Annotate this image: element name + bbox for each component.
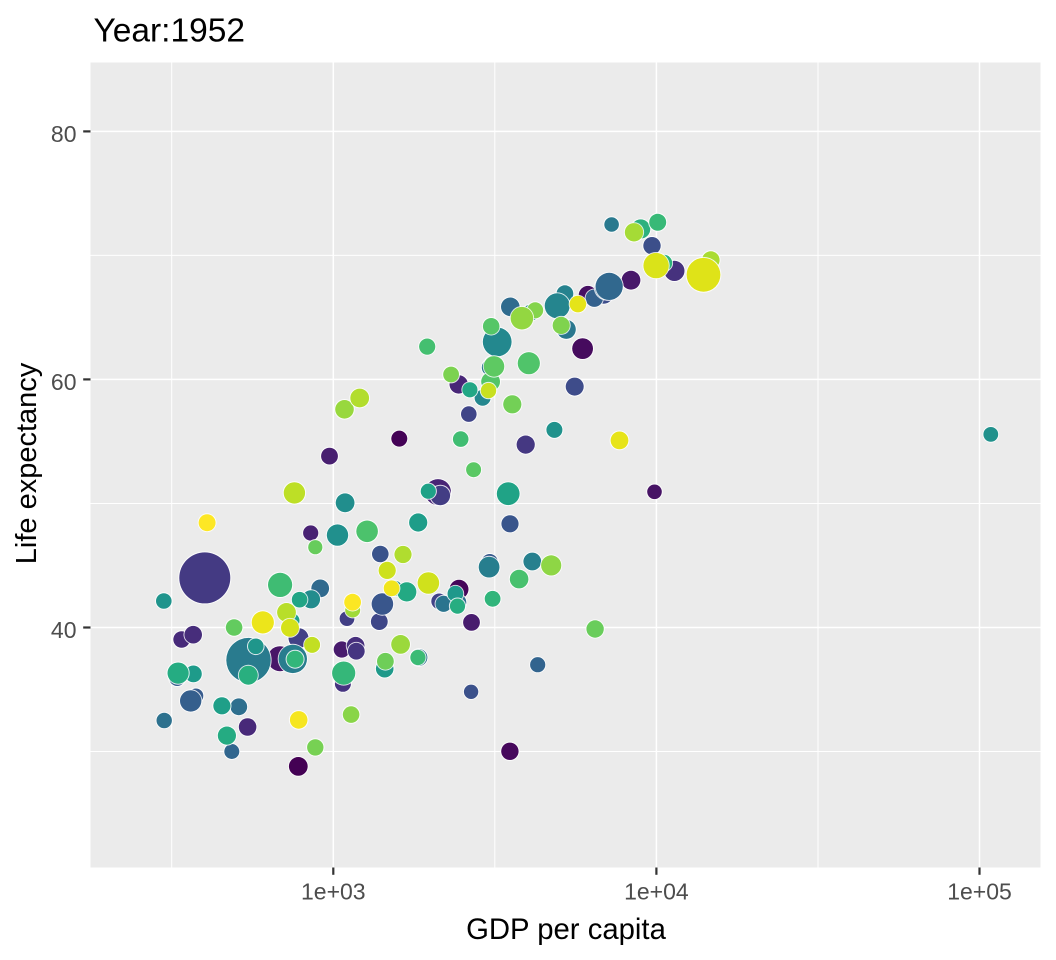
svg-text:60: 60	[51, 369, 77, 395]
svg-text:1e+05: 1e+05	[947, 879, 1012, 905]
svg-text:1e+04: 1e+04	[624, 879, 689, 905]
svg-text:Year:1952: Year:1952	[94, 13, 246, 50]
svg-text:40: 40	[51, 617, 77, 643]
svg-text:1e+03: 1e+03	[301, 879, 366, 905]
svg-text:80: 80	[51, 121, 77, 147]
svg-text:GDP per capita: GDP per capita	[466, 913, 666, 946]
svg-text:Life expectancy: Life expectancy	[11, 362, 43, 564]
